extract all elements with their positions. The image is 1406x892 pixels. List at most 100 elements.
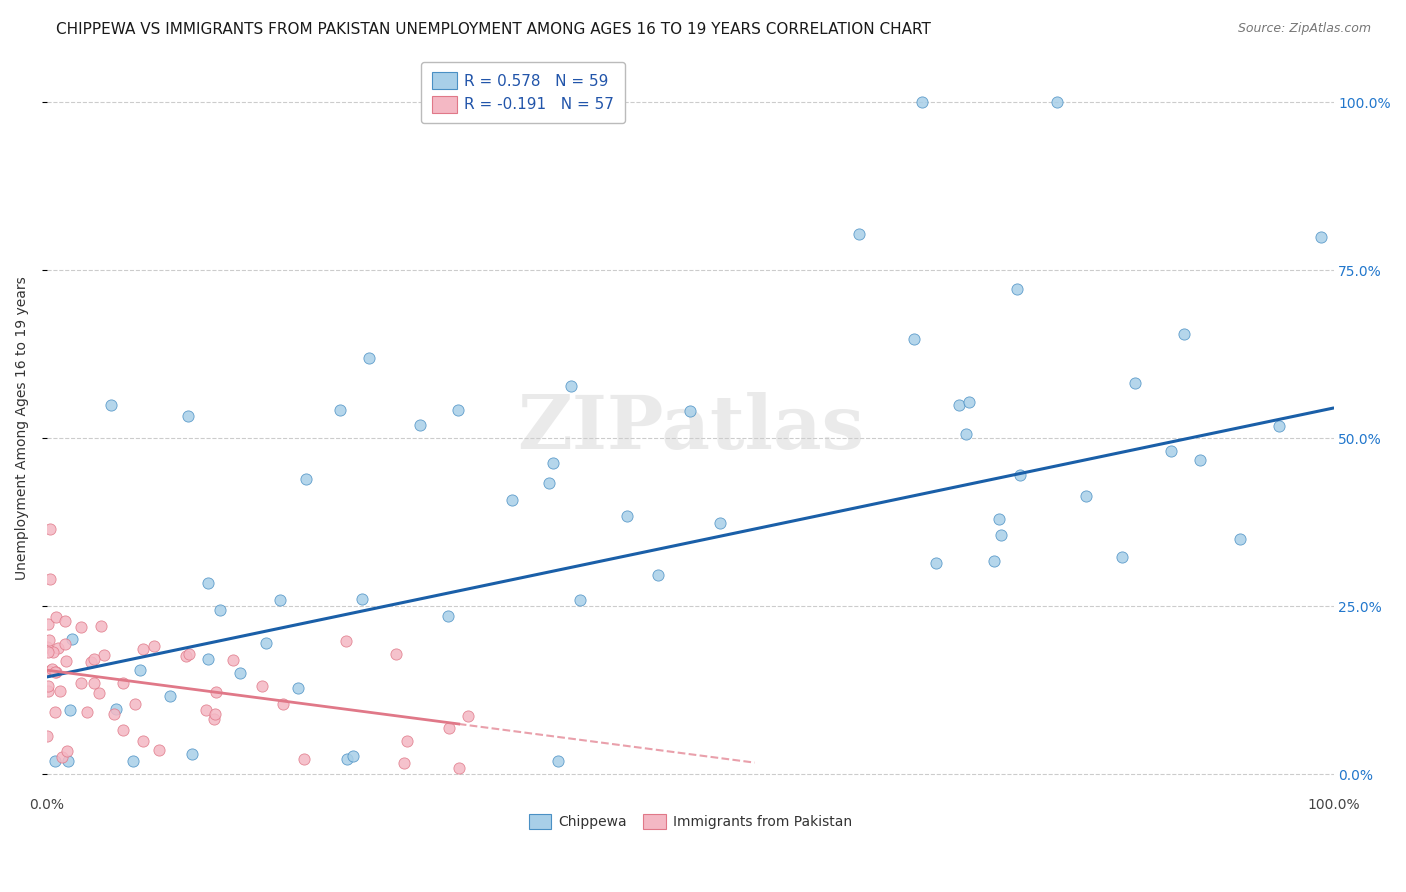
Point — [392, 756, 415, 770]
Point — [195, 702, 218, 716]
Point — [39, 573, 62, 587]
Point — [122, 754, 145, 768]
Point — [179, 648, 201, 662]
Point — [271, 697, 294, 711]
Point — [37, 617, 59, 632]
Point — [409, 417, 432, 432]
Point — [990, 527, 1012, 541]
Text: CHIPPEWA VS IMMIGRANTS FROM PAKISTAN UNEMPLOYMENT AMONG AGES 16 TO 19 YEARS CORR: CHIPPEWA VS IMMIGRANTS FROM PAKISTAN UNE… — [56, 22, 931, 37]
Point — [1074, 489, 1097, 503]
Point — [957, 395, 980, 409]
Point — [100, 398, 122, 412]
Point — [41, 661, 63, 675]
Point — [357, 351, 380, 365]
Point — [709, 516, 731, 531]
Point — [501, 493, 523, 508]
Point — [49, 684, 72, 698]
Text: ZIPatlas: ZIPatlas — [517, 392, 863, 465]
Point — [925, 556, 948, 570]
Point — [132, 642, 155, 657]
Point — [547, 754, 569, 768]
Point — [55, 654, 77, 668]
Point — [983, 553, 1005, 567]
Point — [104, 702, 127, 716]
Point — [647, 567, 669, 582]
Point — [1046, 95, 1069, 109]
Point — [1010, 467, 1032, 482]
Point — [131, 734, 153, 748]
Point — [44, 754, 66, 768]
Point — [103, 707, 125, 722]
Point — [1123, 376, 1146, 390]
Point — [569, 592, 592, 607]
Point — [90, 618, 112, 632]
Point — [60, 632, 83, 647]
Text: Source: ZipAtlas.com: Source: ZipAtlas.com — [1237, 22, 1371, 36]
Point — [44, 665, 66, 680]
Point — [335, 634, 357, 648]
Point — [229, 665, 252, 680]
Point — [37, 729, 59, 743]
Point — [177, 409, 200, 423]
Point — [37, 645, 59, 659]
Point — [38, 633, 60, 648]
Point — [538, 475, 561, 490]
Point — [204, 706, 226, 721]
Legend: Chippewa, Immigrants from Pakistan: Chippewa, Immigrants from Pakistan — [523, 808, 858, 835]
Point — [955, 427, 977, 442]
Point — [1005, 282, 1028, 296]
Point — [1173, 327, 1195, 342]
Point — [51, 750, 73, 764]
Point — [128, 663, 150, 677]
Point — [911, 95, 934, 109]
Point — [45, 665, 67, 679]
Point — [46, 640, 69, 655]
Point — [197, 575, 219, 590]
Point — [197, 652, 219, 666]
Point — [209, 603, 232, 617]
Point — [70, 620, 93, 634]
Point — [287, 681, 309, 695]
Point — [87, 686, 110, 700]
Point — [446, 403, 468, 417]
Point — [335, 752, 357, 766]
Point — [1188, 452, 1211, 467]
Point — [111, 676, 134, 690]
Point — [1111, 549, 1133, 564]
Point — [56, 744, 79, 758]
Point — [385, 647, 408, 661]
Point — [294, 471, 316, 485]
Point — [1268, 419, 1291, 434]
Point — [202, 712, 225, 726]
Point — [42, 646, 65, 660]
Point — [447, 761, 470, 775]
Point — [37, 684, 59, 698]
Point — [39, 522, 62, 536]
Point — [83, 652, 105, 666]
Point — [350, 591, 373, 606]
Point — [1160, 444, 1182, 458]
Point — [269, 592, 291, 607]
Point — [616, 508, 638, 523]
Point — [53, 637, 76, 651]
Point — [59, 702, 82, 716]
Point — [53, 614, 76, 628]
Point — [124, 697, 146, 711]
Point — [44, 705, 66, 719]
Point — [396, 734, 419, 748]
Point — [254, 636, 277, 650]
Point — [93, 648, 115, 663]
Point — [903, 332, 925, 346]
Point — [58, 754, 80, 768]
Point — [988, 512, 1011, 526]
Point — [848, 227, 870, 241]
Point — [37, 679, 59, 693]
Point — [437, 721, 460, 735]
Point — [38, 664, 60, 678]
Point — [329, 403, 352, 417]
Point — [1309, 229, 1331, 244]
Point — [45, 610, 67, 624]
Point — [143, 639, 166, 653]
Point — [70, 676, 93, 690]
Y-axis label: Unemployment Among Ages 16 to 19 years: Unemployment Among Ages 16 to 19 years — [15, 277, 30, 580]
